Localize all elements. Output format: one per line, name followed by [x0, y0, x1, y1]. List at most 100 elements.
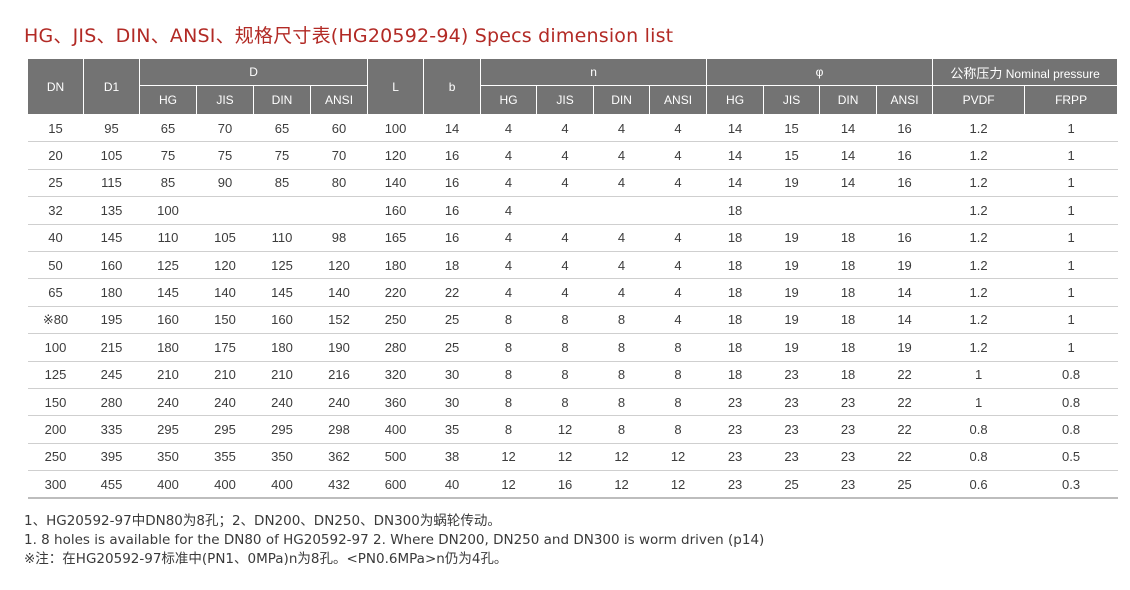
table-cell: 19	[876, 251, 933, 280]
table-cell: 4	[649, 141, 707, 170]
header-phi: φ	[706, 59, 934, 86]
table-cell: 70	[196, 114, 254, 143]
table-cell: 500	[367, 443, 424, 472]
table-cell: 4	[536, 141, 594, 170]
table-cell: 22	[423, 278, 481, 307]
table-cell: 4	[593, 141, 650, 170]
table-cell: 125	[139, 251, 197, 280]
table-cell	[876, 196, 933, 225]
table-cell: 75	[196, 141, 254, 170]
table-cell: 8	[593, 388, 650, 417]
table-cell: 18	[819, 306, 877, 335]
table-cell: 8	[649, 333, 707, 362]
table-cell: 240	[310, 388, 368, 417]
table-cell: 23	[763, 443, 820, 472]
table-cell: 85	[139, 169, 197, 198]
table-cell: 4	[480, 169, 537, 198]
table-cell: 90	[196, 169, 254, 198]
table-cell: 19	[763, 169, 820, 198]
table-cell: 0.8	[1024, 388, 1118, 417]
table-cell: 0.5	[1024, 443, 1118, 472]
table-cell: 16	[423, 224, 481, 252]
table-cell: 1	[1024, 169, 1118, 198]
table-cell: 14	[819, 169, 877, 198]
table-row: ※80 195 160 150 160 152 250 25 8 8 8 4 18 19 18 14 1.2 1	[27, 306, 1118, 335]
header-nominal-pressure-cn: 公称压力	[950, 65, 1003, 81]
table-cell: 4	[593, 169, 650, 198]
table-cell	[310, 196, 368, 225]
table-cell: 18	[819, 251, 877, 280]
table-cell: 19	[763, 224, 820, 252]
table-cell: 8	[480, 388, 537, 417]
table-cell: 0.8	[932, 415, 1025, 444]
table-cell: 362	[310, 443, 368, 472]
table-cell: 0.8	[1024, 361, 1118, 389]
table-cell: 145	[139, 278, 197, 307]
table-cell: 18	[706, 196, 764, 225]
table-cell: 105	[83, 141, 140, 170]
table-cell: 50	[27, 251, 84, 280]
table-cell: 350	[139, 443, 197, 472]
table-cell: 30	[423, 361, 481, 389]
table-cell: 1	[932, 388, 1025, 417]
table-cell: 8	[536, 333, 594, 362]
table-cell: 14	[706, 114, 764, 143]
table-cell: 4	[536, 251, 594, 280]
table-cell: 400	[367, 415, 424, 444]
table-cell: 14	[819, 141, 877, 170]
header-n-din: DIN	[593, 85, 651, 115]
table-cell: 1.2	[932, 333, 1025, 362]
table-cell: 23	[706, 443, 764, 472]
table-cell: 295	[253, 415, 311, 444]
table-cell: 8	[536, 361, 594, 389]
header-frpp: FRPP	[1024, 85, 1119, 115]
table-cell: 180	[367, 251, 424, 280]
table-cell	[763, 196, 820, 225]
table-cell: 4	[480, 141, 537, 170]
table-cell: 240	[196, 388, 254, 417]
table-cell: 4	[649, 114, 707, 143]
header-dn: DN	[27, 59, 84, 115]
table-cell: 110	[253, 224, 311, 252]
table-cell: 23	[763, 415, 820, 444]
table-row: 65 180 145 140 145 140 220 22 4 4 4 4 18 19 18 14 1.2 1	[27, 278, 1118, 307]
table-cell: 120	[367, 141, 424, 170]
table-cell: 280	[83, 388, 140, 417]
table-cell: 19	[763, 251, 820, 280]
table-row: 20 105 75 75 75 70 120 16 4 4 4 4 14 15 14 16 1.2 1	[27, 141, 1118, 170]
table-cell: 400	[196, 470, 254, 500]
table-cell: 135	[83, 196, 140, 225]
header-phi-hg: HG	[706, 85, 765, 115]
table-cell: 320	[367, 361, 424, 389]
header-pvdf: PVDF	[932, 85, 1026, 115]
table-cell: 19	[876, 333, 933, 362]
table-cell: 8	[649, 361, 707, 389]
table-cell: 105	[196, 224, 254, 252]
header-l: L	[367, 59, 425, 115]
table-cell: 4	[480, 278, 537, 307]
table-cell: 18	[819, 278, 877, 307]
table-cell: 16	[536, 470, 594, 500]
table-cell: 14	[876, 278, 933, 307]
table-cell: 0.8	[1024, 415, 1118, 444]
table-cell: 4	[536, 169, 594, 198]
table-cell: 200	[27, 415, 84, 444]
table-cell: 65	[139, 114, 197, 143]
table-cell: 245	[83, 361, 140, 389]
table-cell: 12	[649, 470, 707, 500]
table-cell: 145	[83, 224, 140, 252]
table-cell: 8	[593, 415, 650, 444]
header-d-din: DIN	[253, 85, 311, 115]
table-cell: 395	[83, 443, 140, 472]
table-cell: 4	[649, 169, 707, 198]
table-cell: 25	[763, 470, 820, 500]
table-cell: 400	[253, 470, 311, 500]
table-cell: 8	[480, 361, 537, 389]
table-cell: 4	[480, 196, 537, 225]
header-phi-din: DIN	[819, 85, 878, 115]
table-cell: 100	[367, 114, 424, 143]
table-cell: 1.2	[932, 196, 1025, 225]
table-cell: 240	[253, 388, 311, 417]
table-cell: 25	[876, 470, 933, 500]
table-cell: 160	[83, 251, 140, 280]
